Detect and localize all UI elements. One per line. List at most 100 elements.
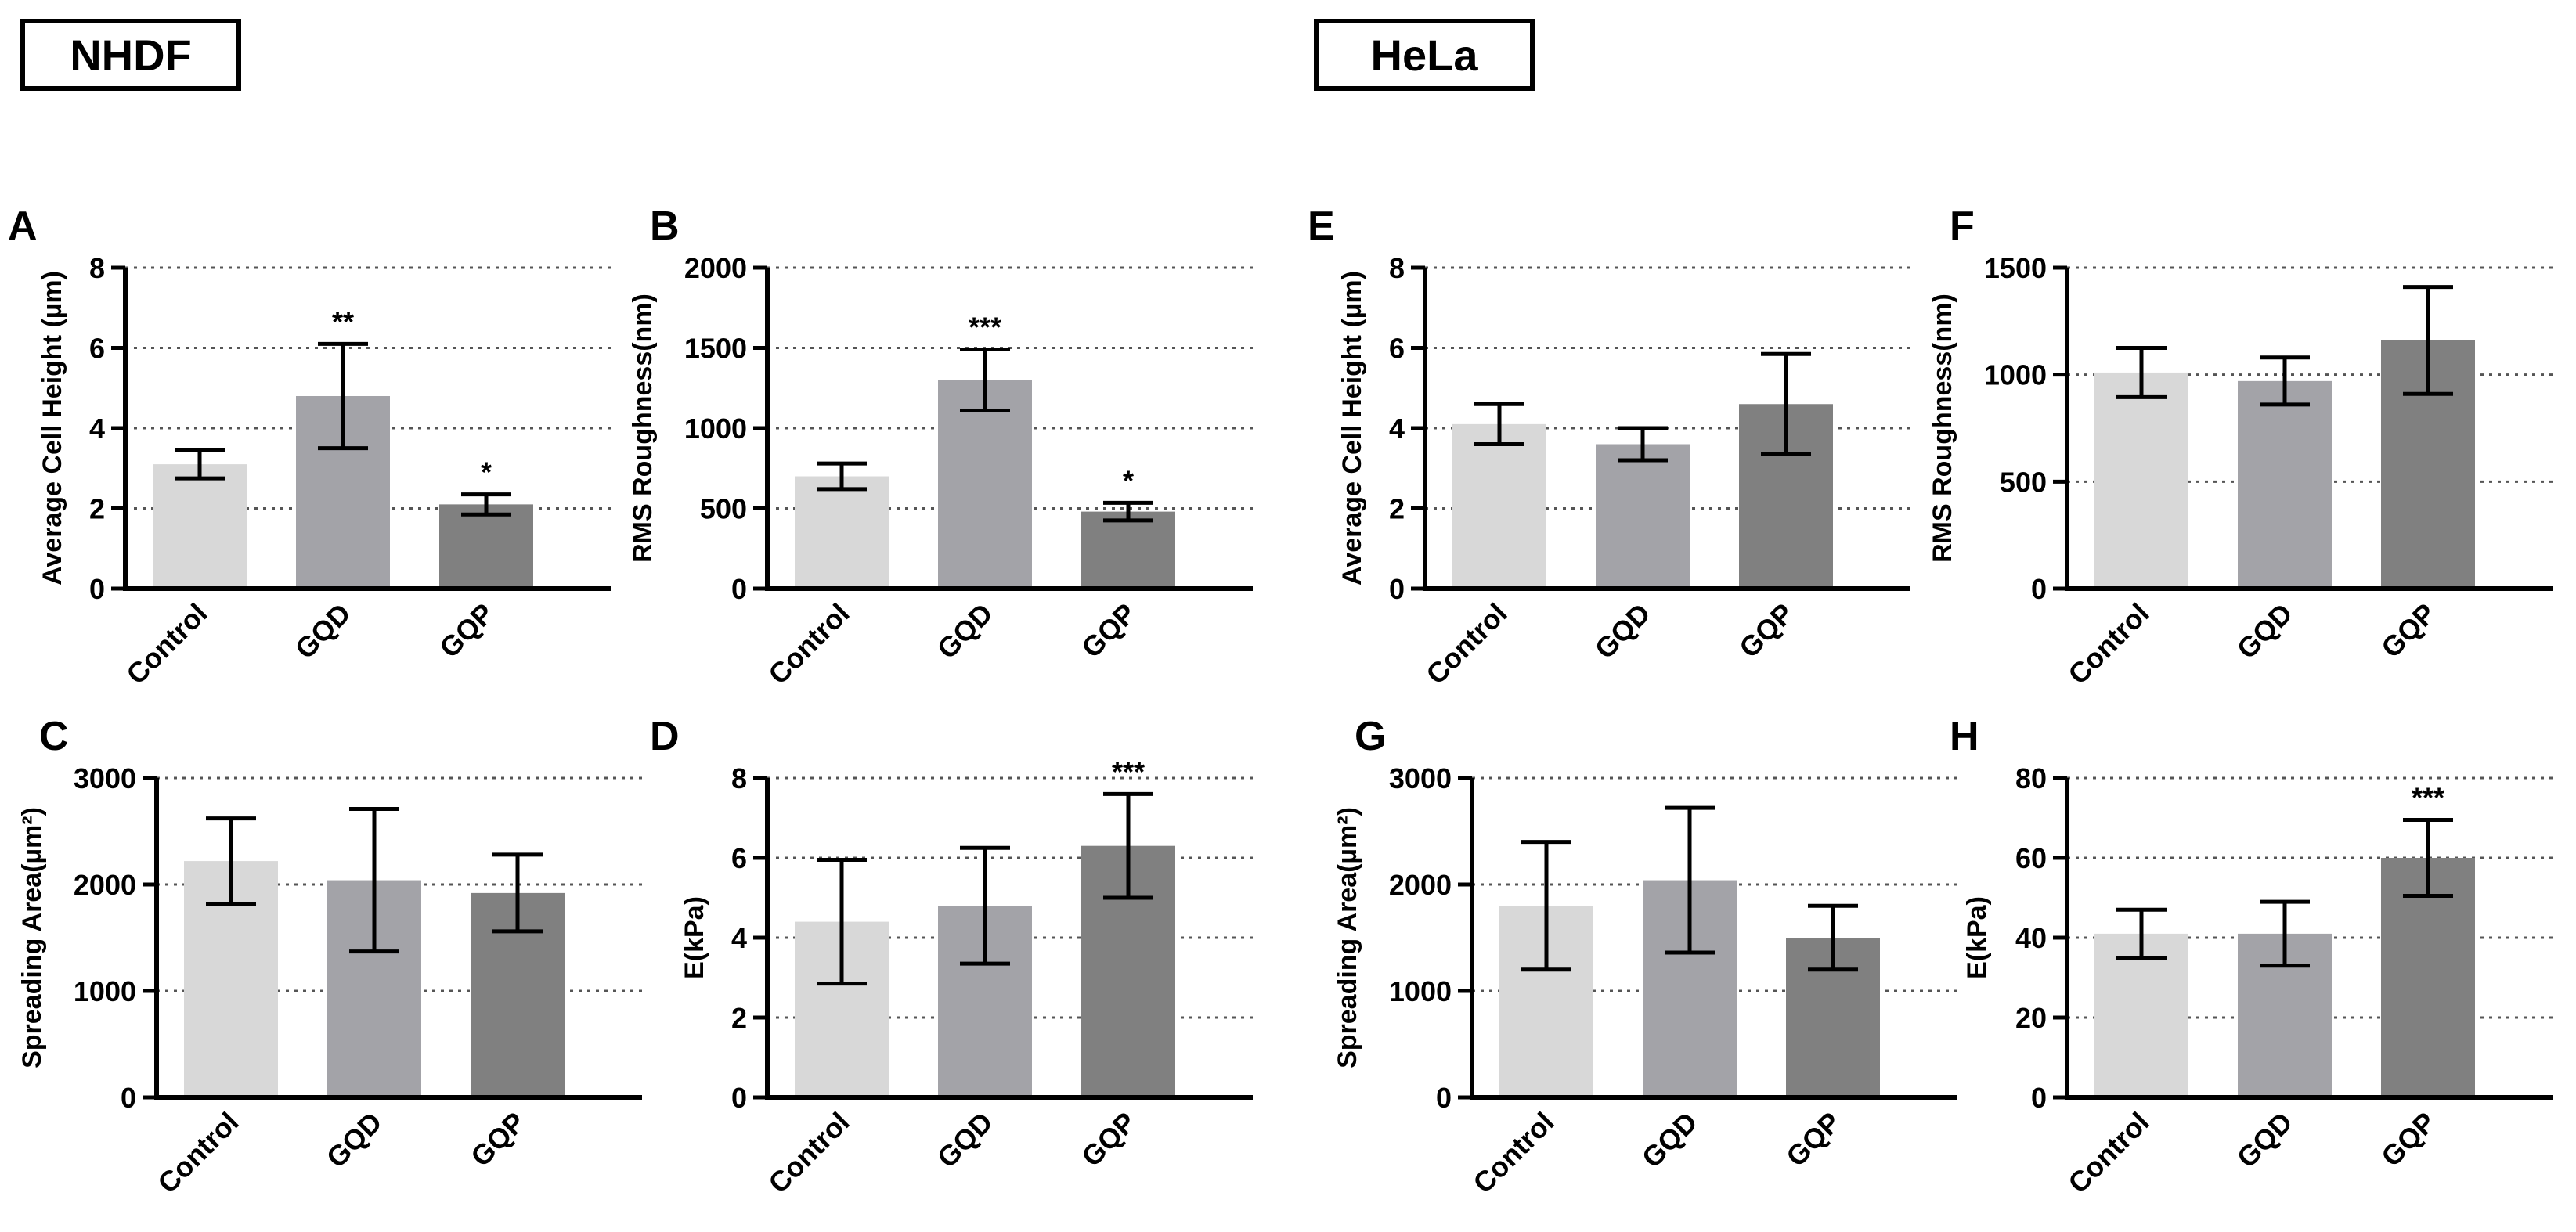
y-tick-label: 2000 (74, 869, 136, 901)
x-tick-label: Control (151, 1106, 244, 1199)
x-tick-label: GQP (464, 1106, 532, 1173)
y-tick-label: 0 (731, 1082, 747, 1114)
y-axis-title: Average Cell Height (µm) (1337, 271, 1367, 585)
y-tick-label: 0 (121, 1082, 136, 1114)
group-label-nhdf: NHDF (20, 19, 241, 91)
chart-panel-a: A Control ** GQD * GQP 0 2 4 6 8 Average Cell Heigh… (8, 204, 611, 690)
y-tick-label: 0 (89, 573, 105, 605)
y-tick-label: 3000 (74, 762, 136, 794)
y-tick-label: 4 (731, 922, 747, 954)
x-tick-label: GQP (1075, 597, 1142, 665)
panel-letter: B (650, 204, 680, 249)
bar-control (153, 464, 247, 589)
y-tick-label: 1500 (1984, 252, 2047, 284)
significance-marker: *** (1112, 755, 1145, 787)
x-tick-label: GQD (931, 1106, 999, 1174)
y-tick-label: 2000 (684, 252, 747, 284)
panel-letter: H (1950, 714, 1979, 759)
x-tick-label: GQD (1636, 1106, 1704, 1174)
y-tick-label: 4 (89, 412, 105, 445)
y-axis-title: Spreading Area(µm²) (17, 807, 47, 1068)
significance-marker: *** (969, 312, 1001, 344)
y-tick-label: 0 (1389, 573, 1405, 605)
y-axis-title: E(kPa) (1962, 896, 1992, 979)
y-axis-title: E(kPa) (680, 896, 709, 979)
y-tick-label: 4 (1389, 412, 1405, 445)
y-tick-label: 60 (2015, 842, 2047, 874)
x-tick-label: GQD (2231, 1106, 2299, 1174)
y-tick-label: 80 (2015, 762, 2047, 794)
bar-gqd (1596, 444, 1690, 589)
y-tick-label: 6 (89, 333, 105, 365)
y-tick-label: 3000 (1389, 762, 1452, 794)
chart-panel-c: C Control GQD GQP 0 1000 2000 3000 Spreading Are… (17, 714, 642, 1199)
chart-panel-f: F Control GQD GQP 0 500 1000 1500 RMS Roughness(… (1928, 204, 2553, 690)
y-tick-label: 500 (700, 493, 747, 525)
significance-marker: ** (332, 305, 354, 337)
y-tick-label: 0 (1436, 1082, 1452, 1114)
y-tick-label: 0 (2031, 573, 2047, 605)
y-tick-label: 8 (731, 762, 747, 794)
y-tick-label: 0 (731, 573, 747, 605)
chart-panel-g: G Control GQD GQP 0 1000 2000 3000 Spreading Are… (1333, 714, 1957, 1199)
x-tick-label: GQP (1075, 1106, 1142, 1173)
y-tick-label: 1000 (1984, 359, 2047, 391)
y-tick-label: 2 (731, 1002, 747, 1034)
significance-marker: * (481, 456, 492, 488)
bar-control (1452, 423, 1546, 589)
panel-letter: A (8, 204, 38, 249)
x-tick-label: Control (2062, 1106, 2155, 1199)
y-tick-label: 1500 (684, 333, 747, 365)
x-tick-label: GQD (289, 597, 357, 665)
bar-gqd (938, 380, 1032, 589)
y-axis-title: RMS Roughness(nm) (1928, 294, 1957, 563)
group-label-hela: HeLa (1314, 19, 1535, 91)
significance-marker: * (1123, 464, 1134, 496)
chart-panel-h: H Control GQD *** GQP 0 20 40 60 80 E(kPa) (1950, 714, 2553, 1199)
y-tick-label: 2 (1389, 493, 1405, 525)
bar-gqp (1081, 511, 1175, 589)
panel-letter: G (1355, 714, 1386, 759)
chart-panel-d: D Control GQD *** GQP 0 2 4 6 8 E(kPa) (650, 714, 1253, 1199)
x-tick-label: GQD (2231, 597, 2299, 665)
bar-gqp (439, 504, 533, 589)
y-tick-label: 1000 (74, 975, 136, 1007)
y-tick-label: 8 (1389, 252, 1405, 284)
y-tick-label: 2 (89, 493, 105, 525)
x-tick-label: GQP (2375, 597, 2442, 665)
x-tick-label: GQP (433, 597, 500, 665)
y-tick-label: 1000 (1389, 975, 1452, 1007)
x-tick-label: GQP (1780, 1106, 1847, 1173)
x-tick-label: GQD (1589, 597, 1657, 665)
chart-panel-b: B Control *** GQD * GQP 0 500 1000 1500 2000 RMS Ro… (628, 204, 1253, 690)
y-axis-title: Average Cell Height (µm) (38, 271, 67, 585)
y-tick-label: 500 (2000, 466, 2047, 498)
y-tick-label: 20 (2015, 1002, 2047, 1034)
significance-marker: *** (2412, 782, 2444, 814)
x-tick-label: Control (1467, 1106, 1560, 1199)
y-tick-label: 6 (1389, 333, 1405, 365)
bar-gqp (2381, 858, 2475, 1097)
y-axis-title: RMS Roughness(nm) (628, 294, 658, 563)
x-tick-label: Control (762, 597, 855, 690)
y-tick-label: 8 (89, 252, 105, 284)
x-tick-label: GQD (931, 597, 999, 665)
bar-control (2094, 933, 2188, 1097)
x-tick-label: Control (120, 597, 213, 690)
y-tick-label: 1000 (684, 412, 747, 445)
x-tick-label: GQP (2375, 1106, 2442, 1173)
panel-letter: C (39, 714, 69, 759)
bar-gqd (2238, 380, 2332, 589)
x-tick-label: Control (2062, 597, 2155, 690)
bar-control (2094, 372, 2188, 589)
chart-panel-e: E Control GQD GQP 0 2 4 6 8 Average Cell Height (… (1308, 204, 1910, 690)
panel-letter: E (1308, 204, 1335, 249)
x-tick-label: GQD (320, 1106, 388, 1174)
panel-letter: D (650, 714, 680, 759)
bar-control (795, 476, 889, 589)
x-tick-label: GQP (1733, 597, 1800, 665)
y-tick-label: 40 (2015, 922, 2047, 954)
panel-letter: F (1950, 204, 1975, 249)
x-tick-label: Control (1420, 597, 1513, 690)
